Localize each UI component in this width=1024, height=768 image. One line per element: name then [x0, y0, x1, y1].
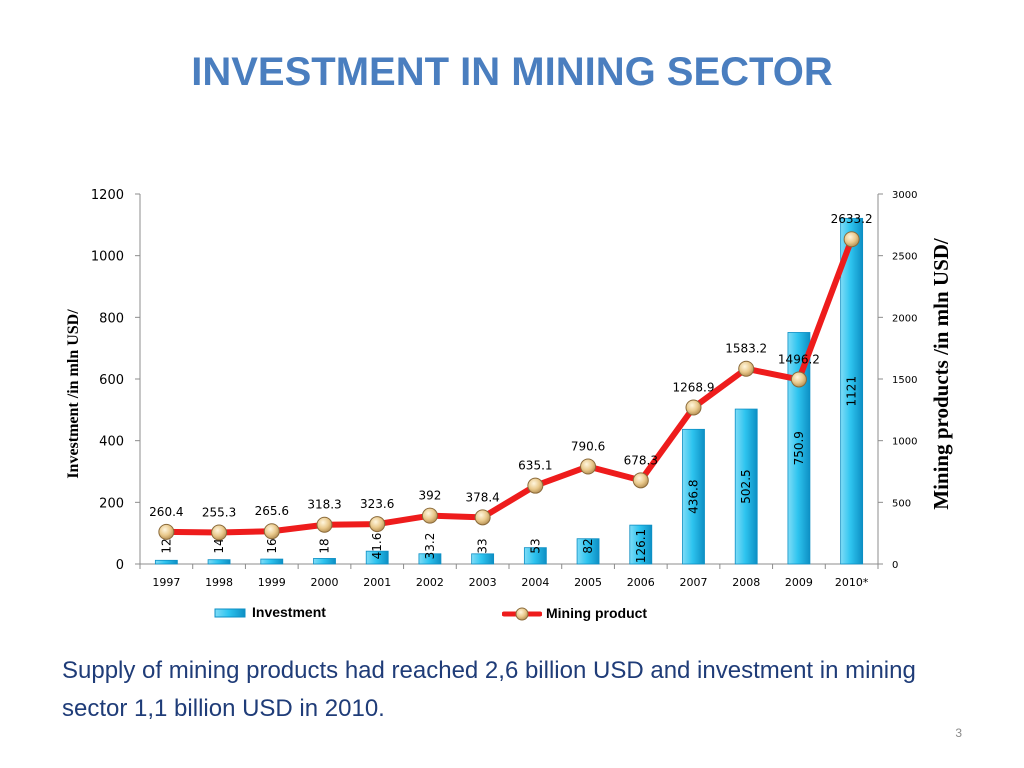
mining-product-marker — [685, 399, 702, 416]
investment-value-label: 41.6 — [370, 533, 384, 560]
x-tick-label: 1998 — [205, 576, 233, 589]
investment-bar — [207, 559, 231, 565]
investment-value-label: 436.8 — [687, 479, 701, 513]
investment-value-label: 33 — [476, 538, 490, 553]
mining-product-value-label: 678.3 — [624, 453, 658, 467]
legend-investment: Investment — [214, 604, 326, 620]
investment-bar — [418, 553, 442, 565]
y-axis-right-label: Mining products /in mln USD/ — [929, 237, 953, 510]
y-right-tick-label: 1500 — [892, 375, 917, 386]
investment-value-label: 14 — [212, 538, 226, 553]
y-left-tick-label: 600 — [99, 373, 124, 388]
mining-product-value-label: 260.4 — [149, 505, 183, 519]
x-tick-label: 2002 — [416, 576, 444, 589]
combo-chart: 0 200 400 600 800 1000 1200 0 500 1000 1500 2000 250… — [65, 188, 953, 589]
legend-mining-product: Mining product — [501, 605, 648, 622]
mining-product-marker — [632, 472, 649, 489]
x-tick-label: 2007 — [680, 576, 708, 589]
investment-value-label: 18 — [318, 538, 332, 553]
mining-product-marker — [421, 507, 438, 524]
investment-value-label: 16 — [265, 538, 279, 553]
mining-product-marker — [211, 524, 228, 541]
y-right-tick-label: 1000 — [892, 437, 917, 448]
mining-product-value-label: 1496.2 — [778, 352, 820, 366]
x-tick-label: 2000 — [311, 576, 339, 589]
y-left-tick-label: 400 — [99, 435, 124, 450]
legend-investment-label: Investment — [252, 604, 326, 620]
investment-value-label: 53 — [528, 538, 542, 553]
page-number: 3 — [955, 726, 962, 740]
slide-caption: Supply of mining products had reached 2,… — [62, 657, 916, 722]
mining-product-marker — [790, 371, 807, 388]
mining-product-value-label: 790.6 — [571, 439, 605, 453]
x-tick-label: 2010* — [835, 576, 869, 589]
investment-bar — [734, 408, 758, 565]
investment-value-label: 750.9 — [792, 431, 806, 465]
mining-product-value-label: 635.1 — [518, 459, 552, 473]
mining-product-value-label: 323.6 — [360, 497, 394, 511]
investment-bar — [260, 558, 284, 565]
mining-product-marker — [158, 523, 175, 540]
y-left-tick-label: 1200 — [91, 188, 124, 203]
mining-product-marker — [738, 360, 755, 377]
y-right-tick-label: 2500 — [892, 252, 917, 263]
mining-product-value-label: 392 — [418, 489, 441, 503]
mining-product-value-label: 318.3 — [307, 498, 341, 512]
y-left-tick-label: 1000 — [91, 250, 124, 265]
x-tick-label: 2004 — [521, 576, 549, 589]
mining-product-marker — [527, 477, 544, 494]
investment-bar — [365, 550, 389, 565]
investment-bar — [313, 558, 336, 565]
investment-bar — [154, 559, 178, 565]
slide-title: INVESTMENT IN MINING SECTOR — [191, 50, 833, 94]
x-tick-label: 2008 — [732, 576, 760, 589]
mining-product-value-label: 2633.2 — [831, 212, 873, 226]
mining-product-marker — [263, 523, 280, 540]
investment-bar — [523, 547, 547, 565]
mining-product-value-label: 1583.2 — [725, 342, 767, 356]
legend-mining-product-swatch — [501, 607, 543, 621]
investment-value-label: 1121 — [845, 376, 859, 407]
x-tick-label: 2009 — [785, 576, 813, 589]
y-left-tick-label: 800 — [99, 311, 124, 326]
x-tick-label: 2003 — [469, 576, 497, 589]
investment-value-label: 502.5 — [739, 469, 753, 503]
mining-product-marker — [580, 458, 597, 475]
x-tick-label: 2006 — [627, 576, 655, 589]
mining-product-marker — [474, 509, 491, 526]
x-tick-label: 2005 — [574, 576, 602, 589]
legend-mining-product-label: Mining product — [546, 605, 648, 621]
investment-value-label: 82 — [581, 538, 595, 553]
y-right-tick-label: 500 — [892, 498, 911, 509]
mining-product-marker — [369, 516, 386, 533]
legend-investment-swatch — [214, 608, 246, 618]
investment-value-label: 33.2 — [423, 533, 437, 560]
y-left-tick-label: 200 — [99, 496, 124, 511]
investment-value-label: 12 — [159, 538, 173, 553]
x-tick-label: 1999 — [258, 576, 286, 589]
y-right-tick-label: 2000 — [892, 313, 917, 324]
y-left-tick-label: 0 — [116, 558, 124, 573]
investment-bar — [787, 332, 811, 565]
investment-bar — [840, 217, 864, 565]
x-tick-label: 2001 — [363, 576, 391, 589]
y-right-tick-label: 0 — [892, 560, 898, 571]
mining-product-value-label: 265.6 — [255, 504, 289, 518]
investment-bar — [576, 538, 600, 565]
investment-bar — [629, 524, 653, 565]
y-axis-left-label: Investment /in mln USD/ — [65, 309, 82, 479]
mining-product-marker — [316, 516, 333, 533]
x-tick-label: 1997 — [152, 576, 180, 589]
investment-bar — [682, 428, 705, 565]
mining-product-value-label: 378.4 — [465, 490, 499, 504]
mining-product-line — [163, 236, 855, 536]
y-right-tick-label: 3000 — [892, 190, 917, 201]
mining-product-marker — [843, 231, 860, 248]
investment-value-label: 126.1 — [634, 529, 648, 563]
mining-product-value-label: 255.3 — [202, 506, 236, 520]
mining-product-value-label: 1268.9 — [673, 381, 715, 395]
investment-bar — [471, 553, 495, 565]
